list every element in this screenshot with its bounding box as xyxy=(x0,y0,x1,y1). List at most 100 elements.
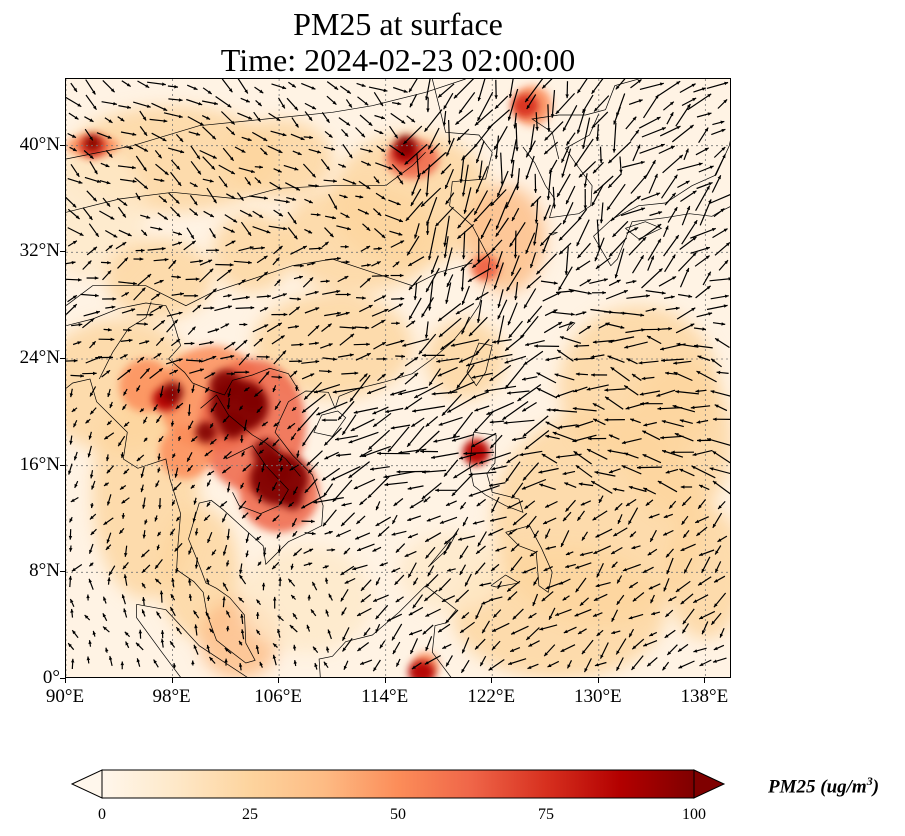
wind-arrow xyxy=(456,128,470,142)
wind-arrow xyxy=(203,514,211,522)
wind-arrow xyxy=(613,106,621,125)
wind-arrow xyxy=(661,449,684,458)
wind-arrow xyxy=(656,389,676,397)
wind-arrow xyxy=(154,515,158,522)
wind-arrow xyxy=(494,79,498,99)
wind-arrow xyxy=(287,422,296,430)
wind-arrow xyxy=(360,594,372,603)
wind-arrow xyxy=(255,629,261,636)
wind-arrow xyxy=(89,407,97,415)
wind-arrow xyxy=(361,263,371,267)
wind-arrow xyxy=(194,557,199,569)
wind-arrow xyxy=(692,594,709,604)
wind-arrow xyxy=(587,436,607,441)
wind-arrow xyxy=(511,207,520,222)
wind-arrow xyxy=(451,473,473,497)
wind-arrow xyxy=(187,116,205,126)
wind-arrow xyxy=(712,657,727,663)
wind-arrow xyxy=(578,482,594,487)
wind-arrow xyxy=(357,96,369,106)
wind-arrow xyxy=(303,135,314,140)
wind-arrow xyxy=(142,530,146,539)
wind-arrow xyxy=(552,311,575,316)
wind-arrow xyxy=(436,357,460,363)
wind-arrow xyxy=(139,340,150,345)
wind-arrow xyxy=(102,596,107,604)
wind-arrow xyxy=(356,543,375,552)
wind-arrow xyxy=(165,358,183,365)
wind-arrow xyxy=(578,160,597,178)
wind-arrow xyxy=(696,182,713,190)
wind-arrow xyxy=(658,275,677,287)
wind-arrow xyxy=(391,321,400,325)
wind-arrow xyxy=(645,499,654,507)
wind-arrow xyxy=(324,577,329,585)
wind-arrow xyxy=(551,408,578,413)
wind-arrow xyxy=(279,455,284,463)
wind-arrow xyxy=(372,594,389,603)
wind-arrow xyxy=(289,624,298,633)
wind-arrow xyxy=(269,181,282,190)
wind-arrow xyxy=(596,629,604,637)
wind-arrow xyxy=(624,452,639,459)
wind-arrow xyxy=(555,390,575,398)
wind-arrow xyxy=(149,367,164,379)
wind-arrow xyxy=(357,208,370,215)
wind-arrow xyxy=(504,355,527,364)
wind-arrow xyxy=(505,181,519,209)
wind-arrow xyxy=(562,511,572,522)
wind-arrow xyxy=(495,251,503,269)
wind-arrow xyxy=(206,470,215,476)
wind-arrow xyxy=(497,289,504,309)
wind-arrow xyxy=(207,531,213,544)
wind-arrow xyxy=(138,629,143,639)
wind-arrow xyxy=(328,593,333,601)
wind-arrow xyxy=(471,372,494,379)
wind-arrow xyxy=(255,99,263,107)
wind-arrow xyxy=(464,573,472,587)
wind-arrow xyxy=(171,577,175,588)
map-panel[interactable] xyxy=(65,78,731,678)
wind-arrow xyxy=(457,535,476,541)
wind-arrow xyxy=(289,359,303,363)
y-tick-label: 8°N xyxy=(29,560,60,582)
wind-arrow xyxy=(341,260,350,264)
wind-arrow xyxy=(555,453,582,459)
wind-arrow xyxy=(372,406,389,415)
wind-arrow xyxy=(120,131,137,136)
y-tick-mark xyxy=(60,464,65,466)
wind-arrow xyxy=(187,404,191,416)
wind-arrow xyxy=(106,420,113,426)
wind-arrow xyxy=(214,305,233,312)
wind-arrow xyxy=(272,642,278,648)
wind-arrow xyxy=(458,453,476,460)
wind-arrow xyxy=(241,136,252,142)
wind-arrow xyxy=(389,125,399,139)
wind-arrow xyxy=(489,516,507,522)
wind-arrow xyxy=(240,97,251,103)
wind-arrow xyxy=(425,608,441,618)
wind-arrow xyxy=(141,582,146,589)
wind-arrow xyxy=(594,237,605,262)
wind-arrow xyxy=(425,636,433,652)
wind-arrow xyxy=(457,208,475,229)
wind-arrow xyxy=(508,320,523,339)
wind-arrow xyxy=(712,228,728,239)
wind-arrow xyxy=(548,607,556,620)
wind-arrow xyxy=(70,608,74,618)
wind-arrow xyxy=(656,80,681,98)
wind-arrow xyxy=(89,161,98,175)
wind-arrow xyxy=(199,259,213,266)
wind-arrow xyxy=(68,112,79,120)
wind-arrow xyxy=(341,627,350,641)
wind-arrow xyxy=(606,183,626,211)
wind-arrow xyxy=(167,147,185,154)
wind-arrow xyxy=(202,156,216,171)
wind-arrow xyxy=(522,462,540,481)
wind-arrow xyxy=(301,519,315,524)
wind-arrow xyxy=(342,638,353,652)
wind-arrow xyxy=(630,79,642,89)
wind-arrow xyxy=(504,364,525,390)
wind-arrow xyxy=(193,644,199,655)
wind-arrow xyxy=(615,93,626,117)
